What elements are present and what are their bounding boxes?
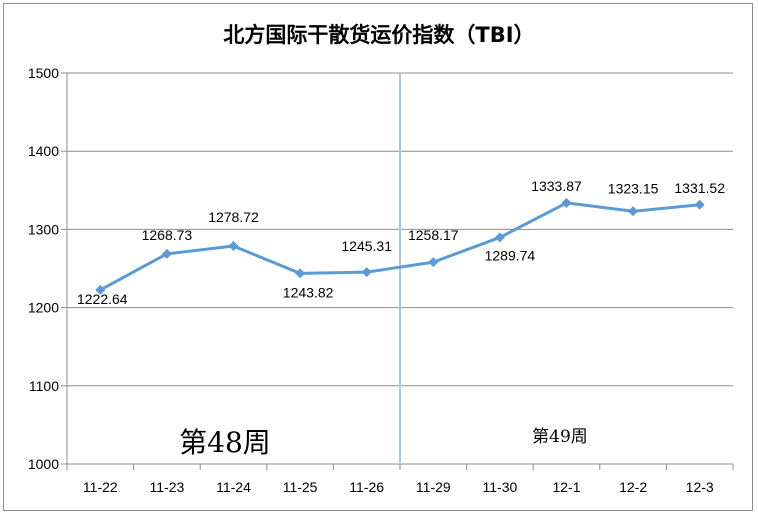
- x-tick-label-11-29: 11-29: [416, 479, 451, 495]
- data-label-11-29: 1258.17: [408, 227, 459, 243]
- y-tick-label-1000: 1000: [28, 456, 59, 472]
- point-12-2: [628, 206, 639, 217]
- point-11-26: [361, 267, 372, 278]
- x-tick-label-11-24: 11-24: [216, 479, 251, 495]
- series-line-0: [99, 201, 700, 292]
- data-label-11-22: 1222.64: [77, 291, 128, 307]
- x-tick-label-11-25: 11-25: [283, 479, 318, 495]
- data-label-11-24: 1278.72: [208, 209, 259, 225]
- y-tick-label-1400: 1400: [28, 143, 59, 159]
- data-label-11-26: 1245.31: [341, 238, 392, 254]
- data-labels: 1222.64 1268.73 1278.72 1243.82 1245.31 1258.…: [77, 178, 725, 307]
- data-label-11-30: 1289.74: [485, 247, 536, 263]
- point-12-1: [561, 197, 572, 208]
- point-11-30: [494, 232, 505, 243]
- y-tick-label-1300: 1300: [28, 221, 59, 237]
- x-tick-label-11-26: 11-26: [349, 479, 384, 495]
- week-48-annotation: 第48周: [179, 426, 271, 459]
- x-tick-label-12-1: 12-1: [552, 479, 580, 495]
- data-label-12-3: 1331.52: [674, 180, 725, 196]
- data-label-11-23: 1268.73: [142, 227, 193, 243]
- point-11-22: [95, 284, 106, 295]
- series-tbi: [95, 197, 705, 295]
- data-label-11-25: 1243.82: [283, 284, 334, 300]
- x-tick-label-11-23: 11-23: [150, 479, 185, 495]
- point-11-25: [295, 268, 306, 279]
- y-tick-label-1100: 1100: [29, 378, 59, 394]
- x-tick-label-11-30: 11-30: [483, 479, 518, 495]
- point-11-24: [228, 241, 239, 252]
- point-11-23: [161, 248, 172, 259]
- data-label-12-1: 1333.87: [531, 178, 582, 194]
- y-tick-label-1200: 1200: [28, 300, 59, 316]
- data-label-12-2: 1323.15: [608, 180, 659, 196]
- week-49-annotation: 第49周: [532, 427, 588, 447]
- point-12-3: [694, 199, 705, 210]
- x-tick-label-11-22: 11-22: [83, 479, 118, 495]
- axes: 1000 1100 1200 1300 1400 1500 11-22 11-23 11-24 1…: [28, 65, 734, 495]
- chart-title: 北方国际干散货运价指数（TBI）: [223, 23, 534, 47]
- x-tick-label-12-3: 12-3: [686, 479, 714, 495]
- point-11-29: [428, 257, 439, 268]
- x-tick-label-12-2: 12-2: [619, 479, 647, 495]
- y-tick-label-1500: 1500: [28, 65, 59, 81]
- chart-frame: [3, 3, 753, 511]
